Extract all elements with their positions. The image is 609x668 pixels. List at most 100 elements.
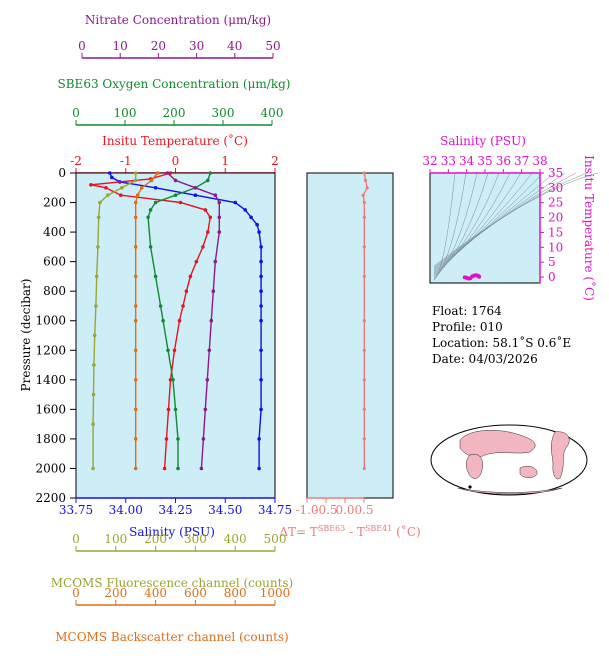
- series-point: [206, 178, 210, 183]
- main-plot-area: [75, 172, 276, 499]
- isopycnal-line: [433, 172, 599, 267]
- series-point: [153, 200, 158, 205]
- ts-temperature-label: Insitu Temperature (˚C): [582, 155, 597, 301]
- series-point: [203, 407, 208, 412]
- series-point: [171, 378, 175, 382]
- fluorescence-axis: 0 100 200 300 400 500 MCOMS Fluorescence chan…: [51, 532, 294, 590]
- series-point: [133, 378, 138, 382]
- series-point: [193, 193, 198, 197]
- series-point: [181, 304, 185, 308]
- series-point: [146, 215, 150, 220]
- nitrate-axis-tick-label: 30: [189, 39, 204, 53]
- ts-temperature-tick-label: 25: [548, 196, 563, 210]
- dt-point: [365, 186, 369, 190]
- isopycnal-line: [433, 172, 566, 270]
- isopycnal-line: [433, 172, 489, 278]
- isopycnal-line: [433, 172, 478, 279]
- temperature-axis-label: Insitu Temperature (˚C): [102, 133, 248, 148]
- series-line: [147, 172, 211, 469]
- isopycnal-line: [433, 172, 577, 269]
- series-point: [108, 171, 112, 175]
- dt-axis-label: ΔT= TSBE63 - TSBE41 (˚C): [279, 524, 420, 539]
- series-point: [255, 222, 259, 227]
- pressure-tick-label: 200: [43, 196, 66, 210]
- series-point: [166, 348, 170, 353]
- series-point: [165, 171, 170, 175]
- series-point: [166, 407, 171, 412]
- series-point: [106, 193, 110, 197]
- ts-salinity-tick-label: 35: [477, 154, 492, 168]
- temperature-axis-tick-label: -2: [70, 154, 82, 168]
- info-float: Float: 1764: [432, 304, 502, 318]
- series-point: [96, 245, 100, 249]
- backscatter-axis-tick-label: 1000: [260, 586, 291, 600]
- pressure-tick-label: 800: [43, 284, 66, 298]
- series-line: [90, 172, 212, 469]
- ts-salinity-tick-label: 34: [459, 154, 475, 168]
- oxygen-axis-label: SBE63 Oxygen Concentration (μm/kg): [58, 77, 291, 91]
- series-point: [161, 318, 165, 323]
- salinity-axis-tick-label: 34.00: [109, 503, 143, 517]
- series-point: [259, 274, 263, 279]
- temperature-axis: Insitu Temperature (˚C) -2 -1 0 1 2: [70, 133, 279, 174]
- backscatter-axis-tick-label: 400: [144, 586, 167, 600]
- nitrate-axis-tick-label: 0: [78, 39, 86, 53]
- salinity-axis-tick-label: 34.25: [158, 503, 192, 517]
- info-location: Location: 58.1˚S 0.6˚E: [432, 335, 571, 350]
- series-point: [133, 200, 138, 205]
- ts-salinity-tick-label: 36: [496, 154, 511, 168]
- backscatter-axis-tick-label: 600: [184, 586, 207, 600]
- series-point: [259, 318, 263, 323]
- series-point: [176, 466, 180, 471]
- float-info: Float: 1764 Profile: 010 Location: 58.1˚…: [432, 304, 571, 366]
- dt-point: [362, 348, 366, 352]
- ts-temperature-tick-label: 35: [548, 166, 563, 180]
- series-point: [139, 186, 144, 190]
- series-point: [213, 193, 218, 197]
- series-point: [208, 171, 213, 175]
- series-point: [149, 178, 154, 183]
- info-profile: Profile: 010: [432, 320, 503, 334]
- dt-point: [362, 378, 366, 382]
- isopycnal-line: [433, 172, 522, 275]
- series-point: [104, 186, 108, 190]
- series-point: [91, 466, 95, 471]
- ts-salinity-tick-label: 38: [532, 154, 547, 168]
- series-point: [133, 215, 138, 220]
- series-point: [91, 392, 96, 397]
- isopycnal-line: [433, 172, 511, 276]
- series-point: [217, 215, 222, 220]
- series-point: [133, 245, 138, 249]
- pressure-tick-label: 1200: [35, 343, 66, 357]
- pressure-tick-label: 0: [58, 166, 66, 180]
- series-point: [259, 407, 263, 412]
- ts-salinity-label: Salinity (PSU): [440, 134, 526, 148]
- series-point: [110, 175, 114, 180]
- dt-point: [362, 466, 366, 471]
- isopycnal-line: [433, 172, 533, 273]
- dt-point: [362, 171, 366, 175]
- pressure-tick-label: 600: [43, 255, 66, 269]
- series-point: [162, 466, 167, 471]
- series-point: [177, 318, 182, 323]
- series-line: [92, 173, 137, 469]
- dt-point: [361, 193, 365, 197]
- dt-point: [362, 319, 366, 323]
- series-point: [259, 304, 263, 308]
- temperature-axis-tick-label: 0: [172, 154, 180, 168]
- ts-temperature-tick-label: 10: [548, 240, 563, 254]
- salinity-axis-tick-label: 33.75: [59, 503, 93, 517]
- series-point: [133, 178, 138, 183]
- series-point: [207, 348, 212, 353]
- series-point: [184, 289, 189, 294]
- ts-temperature-tick-label: 0: [548, 270, 556, 284]
- series-point: [153, 274, 158, 279]
- ts-temperature-tick-label: 20: [548, 211, 563, 225]
- oxygen-axis-tick-label: 0: [72, 106, 80, 120]
- nitrate-axis-tick-label: 10: [113, 39, 128, 53]
- ts-temperature-tick-label: 30: [548, 181, 563, 195]
- backscatter-axis-tick-label: 200: [104, 586, 127, 600]
- fluorescence-axis-tick-label: 100: [104, 532, 127, 546]
- series-point: [211, 289, 216, 294]
